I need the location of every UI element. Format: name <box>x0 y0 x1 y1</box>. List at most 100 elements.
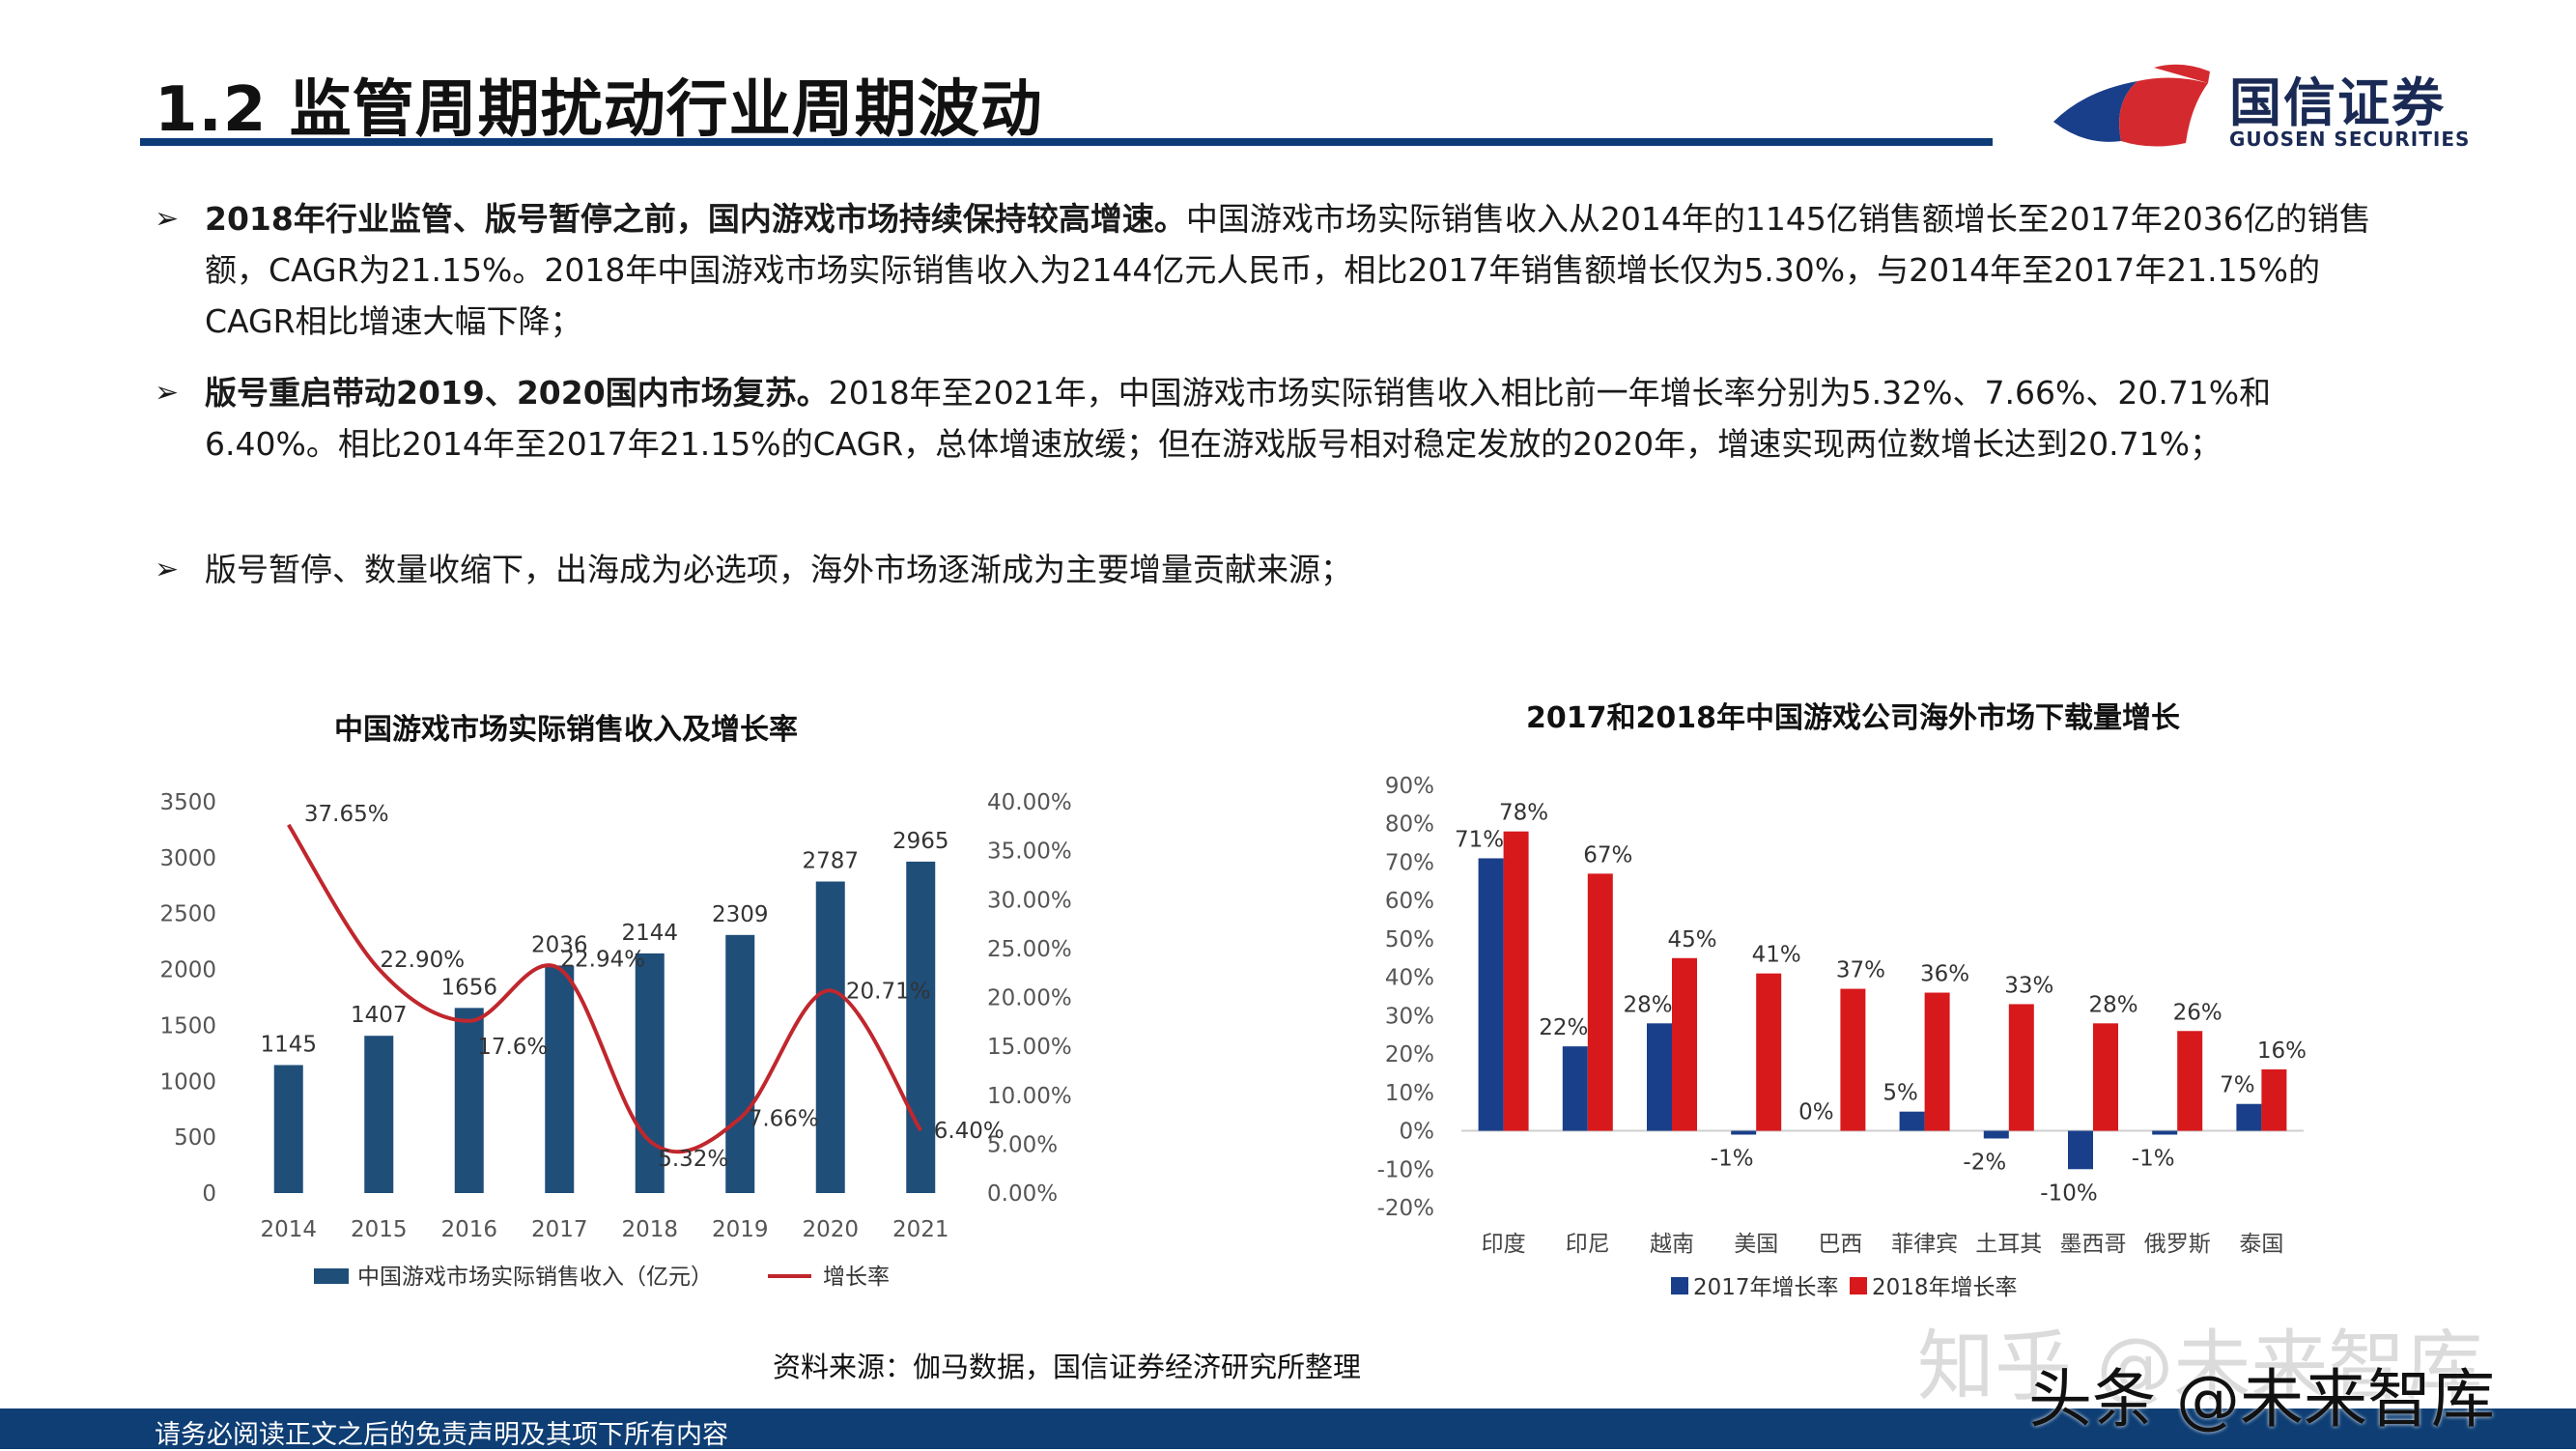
y-tick-label: 70% <box>1385 850 1434 875</box>
y-tick-label: 90% <box>1385 774 1434 799</box>
y2-tick-label: 15.00% <box>987 1035 1072 1060</box>
logo-text-en: GUOSEN SECURITIES <box>2229 128 2471 151</box>
bar-2017 <box>1647 1023 1672 1131</box>
growth-rate-label: 7.66% <box>749 1106 819 1131</box>
x-tick-label: 菲律宾 <box>1891 1232 1958 1257</box>
bar-2018 <box>1756 973 1782 1131</box>
label-2018: 67% <box>1583 842 1632 868</box>
overseas-download-growth-chart: -20% -10% 0% 10% 20% 30% 40% 50% 60% 70% 80% 90% 71%… <box>1377 774 2307 1300</box>
y-tick-label: 0 <box>202 1181 216 1207</box>
bar-2018 <box>2177 1031 2203 1131</box>
label-2017: -10% <box>2040 1181 2097 1206</box>
bullet-lead: 2018年行业监管、版号暂停之前，国内游戏市场持续保持较高增速。 <box>205 200 1186 238</box>
bar-value-label: 2309 <box>712 902 769 927</box>
bar-2017 <box>1478 858 1504 1131</box>
label-2017: 0% <box>1798 1100 1834 1125</box>
bar-2017 <box>1983 1130 2009 1139</box>
x-tick-label: 俄罗斯 <box>2144 1232 2211 1257</box>
label-2018: 41% <box>1752 943 1801 968</box>
bar-value-label: 2144 <box>621 921 678 946</box>
legend-bar-label: 中国游戏市场实际销售收入（亿元） <box>357 1265 713 1290</box>
label-2017: 28% <box>1623 992 1672 1017</box>
bar-2018 <box>1672 957 1697 1131</box>
label-2018: 78% <box>1499 801 1548 826</box>
y-tick-label: 20% <box>1385 1042 1434 1067</box>
y-tick-label: 3000 <box>159 846 216 871</box>
y-tick-label: 1500 <box>159 1013 216 1038</box>
label-2017: 7% <box>2220 1073 2255 1098</box>
bar-value-label: 2965 <box>892 829 949 854</box>
x-tick-label: 2016 <box>440 1217 497 1242</box>
growth-rate-label: 20.71% <box>846 979 931 1004</box>
x-tick-label: 2021 <box>892 1217 949 1242</box>
watermark: 知乎 @未来智库 <box>1917 1322 2483 1411</box>
bullet-arrow-icon: ➢ <box>155 376 180 410</box>
bullet-arrow-icon: ➢ <box>155 202 180 236</box>
bar-value-label: 1656 <box>440 975 497 1000</box>
revenue-bar <box>635 953 665 1193</box>
y2-tick-label: 20.00% <box>987 986 1072 1011</box>
footer-disclaimer: 请务必阅读正文之后的免责声明及其项下所有内容 <box>155 1420 728 1450</box>
label-2018: 16% <box>2257 1038 2307 1064</box>
x-tick-label: 2020 <box>802 1217 859 1242</box>
bar-2018 <box>2008 1004 2034 1131</box>
y2-tick-label: 40.00% <box>987 790 1072 815</box>
bar-value-label: 2787 <box>802 849 859 874</box>
x-tick-label: 2017 <box>531 1217 588 1242</box>
y-tick-label: 500 <box>174 1125 216 1151</box>
growth-rate-label: 17.6% <box>477 1035 548 1060</box>
x-tick-label: 墨西哥 <box>2060 1232 2127 1257</box>
bar-2018 <box>2093 1023 2118 1131</box>
legend-2017-label: 2017年增长率 <box>1693 1275 1839 1300</box>
x-tick-label: 2014 <box>260 1217 317 1242</box>
bullet-item: ➢ 2018年行业监管、版号暂停之前，国内游戏市场持续保持较高增速。中国游戏市场… <box>155 193 2376 347</box>
page-title: 1.2 监管周期扰动行业周期波动 <box>155 74 1043 146</box>
revenue-bar <box>906 861 936 1193</box>
label-2017: -1% <box>2132 1147 2175 1172</box>
bar-2017 <box>2236 1103 2262 1131</box>
watermark: 头条 @未来智库 <box>2028 1362 2495 1437</box>
x-tick-label: 越南 <box>1650 1232 1694 1257</box>
footer-bar <box>0 1408 2576 1449</box>
x-tick-label: 泰国 <box>2239 1232 2283 1257</box>
label-2018: 26% <box>2173 1000 2222 1025</box>
y-tick-label: -20% <box>1377 1196 1434 1221</box>
bullet-body: 版号暂停、数量收缩下，出海成为必选项，海外市场逐渐成为主要增量贡献来源； <box>205 551 1352 588</box>
label-2017: -1% <box>1711 1147 1754 1172</box>
label-2018: 33% <box>2004 973 2053 998</box>
x-tick-label: 土耳其 <box>1975 1232 2042 1257</box>
chart-title: 2017和2018年中国游戏公司海外市场下载量增长 <box>1526 701 2180 735</box>
y-tick-label: 2500 <box>159 902 216 927</box>
growth-rate-label: 22.90% <box>380 948 465 973</box>
bar-2017 <box>2152 1130 2178 1135</box>
y-tick-label: 80% <box>1385 812 1434 838</box>
bar-2017 <box>1899 1111 1925 1131</box>
bullet-item: ➢ 版号重启带动2019、2020国内市场复苏。2018年至2021年，中国游戏… <box>155 367 2376 469</box>
legend-line-label: 增长率 <box>823 1265 890 1290</box>
bar-2018 <box>1924 992 1950 1131</box>
bar-2018 <box>1587 873 1613 1131</box>
x-tick-label: 印度 <box>1482 1232 1526 1257</box>
bar-2017 <box>1562 1046 1588 1131</box>
revenue-bar <box>364 1036 394 1193</box>
label-2017: 22% <box>1539 1015 1588 1040</box>
bullet-lead: 版号重启带动2019、2020国内市场复苏。 <box>205 374 829 412</box>
y-tick-label: 60% <box>1385 889 1434 914</box>
x-tick-label: 巴西 <box>1818 1232 1862 1257</box>
bullet-body: 中国游戏市场实际销售收入从2014年的1145亿销售额增长至2017年2036亿… <box>205 200 2371 340</box>
label-2018: 45% <box>1667 927 1716 953</box>
y2-tick-label: 30.00% <box>987 888 1072 913</box>
bar-2018 <box>1840 988 1866 1131</box>
legend-2017-swatch <box>1671 1277 1688 1295</box>
revenue-bar <box>725 934 755 1193</box>
revenue-bar <box>815 881 845 1193</box>
y2-tick-label: 35.00% <box>987 839 1072 865</box>
y-tick-label: 10% <box>1385 1081 1434 1106</box>
bar-2017 <box>1731 1130 1757 1135</box>
y-tick-label: 50% <box>1385 927 1434 953</box>
y-tick-label: 1000 <box>159 1069 216 1095</box>
growth-rate-label: 5.32% <box>658 1147 728 1172</box>
legend-bar-swatch <box>314 1268 349 1284</box>
y2-tick-label: 5.00% <box>987 1132 1058 1157</box>
y-tick-label: 0% <box>1400 1120 1435 1145</box>
